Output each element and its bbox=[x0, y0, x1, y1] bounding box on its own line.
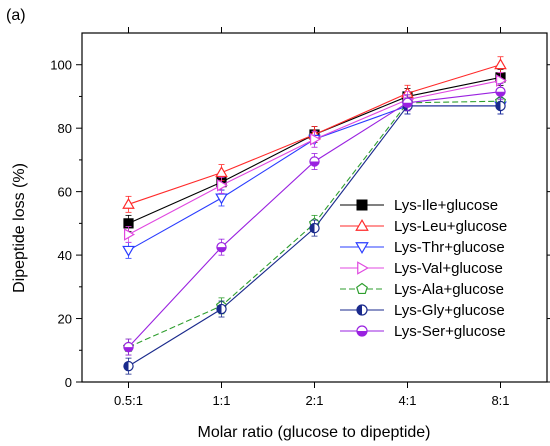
marker bbox=[356, 325, 368, 337]
legend-item: Lys-Ala+glucose bbox=[340, 281, 504, 298]
marker bbox=[495, 86, 506, 97]
circle-marker-fill bbox=[357, 331, 367, 336]
circle-marker-fill bbox=[123, 361, 129, 371]
marker bbox=[309, 222, 320, 234]
marker bbox=[495, 74, 507, 87]
triangle-up-marker bbox=[122, 197, 135, 209]
circle-marker-fill bbox=[402, 102, 413, 108]
legend-item: Lys-Val+glucose bbox=[340, 260, 503, 277]
legend-label: Lys-Gly+glucose bbox=[394, 302, 505, 319]
y-tick-label: 100 bbox=[50, 58, 72, 73]
marker bbox=[216, 303, 227, 315]
marker bbox=[355, 219, 369, 231]
legend-item: Lys-Leu+glucose bbox=[340, 218, 507, 235]
triangle-right-marker bbox=[357, 261, 369, 275]
triangle-right-marker bbox=[309, 132, 321, 146]
marker bbox=[216, 178, 228, 192]
triangle-down-marker bbox=[215, 193, 228, 205]
triangle-right-marker bbox=[216, 178, 228, 192]
x-axis-title: Molar ratio (glucose to dipeptide) bbox=[197, 424, 430, 441]
legend-label: Lys-Thr+glucose bbox=[394, 239, 505, 256]
legend-label: Lys-Ser+glucose bbox=[394, 323, 506, 340]
marker bbox=[215, 193, 228, 205]
circle-marker-fill bbox=[309, 223, 315, 233]
marker bbox=[357, 261, 369, 275]
x-tick-label: 4:1 bbox=[398, 393, 416, 408]
pentagon-marker bbox=[356, 282, 368, 295]
circle-marker-fill bbox=[123, 347, 134, 352]
y-tick-label: 40 bbox=[58, 248, 72, 263]
circle-marker-fill bbox=[495, 91, 506, 97]
legend-label: Lys-Ile+glucose bbox=[394, 197, 498, 214]
marker bbox=[122, 245, 135, 257]
marker bbox=[216, 241, 227, 253]
circle-marker-fill bbox=[495, 101, 501, 111]
x-tick-label: 8:1 bbox=[491, 393, 509, 408]
marker bbox=[356, 282, 368, 295]
y-tick-label: 60 bbox=[58, 185, 72, 200]
triangle-right-marker bbox=[123, 228, 135, 241]
circle-marker-fill bbox=[309, 161, 320, 167]
marker bbox=[494, 58, 507, 70]
panel-label: (a) bbox=[6, 7, 26, 24]
triangle-down-marker bbox=[122, 245, 135, 257]
y-tick-label: 20 bbox=[58, 312, 72, 327]
legend-label: Lys-Val+glucose bbox=[394, 260, 503, 277]
legend-label: Lys-Ala+glucose bbox=[394, 281, 504, 298]
marker bbox=[356, 199, 368, 211]
legend-item: Lys-Gly+glucose bbox=[340, 302, 505, 319]
series-lys-ser-glucose bbox=[123, 83, 506, 356]
series-layer bbox=[122, 56, 507, 375]
marker bbox=[309, 156, 320, 167]
y-axis-title: Dipeptide loss (%) bbox=[11, 163, 28, 293]
legend-item: Lys-Thr+glucose bbox=[340, 239, 505, 256]
marker bbox=[355, 242, 369, 254]
triangle-up-marker bbox=[215, 166, 228, 178]
plot-area: 0.5:1 1:1 2:1 4:1 8:1 0 20 40 60 80 100 bbox=[50, 27, 550, 408]
triangle-right-marker bbox=[495, 74, 507, 87]
triangle-up-marker bbox=[355, 219, 369, 231]
circle-marker-fill bbox=[216, 247, 227, 252]
circle-marker-fill bbox=[357, 305, 362, 315]
triangle-up-marker bbox=[494, 58, 507, 70]
marker bbox=[122, 197, 135, 209]
square-marker bbox=[356, 199, 368, 211]
legend-label: Lys-Leu+glucose bbox=[394, 218, 507, 235]
marker bbox=[309, 132, 321, 146]
legend-item: Lys-Ser+glucose bbox=[340, 323, 506, 340]
marker bbox=[123, 341, 134, 353]
triangle-down-marker bbox=[355, 242, 369, 254]
marker bbox=[356, 304, 368, 316]
marker bbox=[495, 100, 506, 112]
circle-marker-fill bbox=[216, 304, 222, 314]
x-tick-label: 1:1 bbox=[212, 393, 230, 408]
y-tick-label: 0 bbox=[65, 375, 72, 390]
y-tick-label: 80 bbox=[58, 121, 72, 136]
marker bbox=[123, 360, 134, 372]
legend-item: Lys-Ile+glucose bbox=[340, 197, 498, 214]
x-tick-label: 0.5:1 bbox=[114, 393, 143, 408]
marker bbox=[215, 166, 228, 178]
x-tick-label: 2:1 bbox=[305, 393, 323, 408]
marker bbox=[402, 97, 413, 109]
legend: Lys-Ile+glucose Lys-Leu+glucose Lys-Thr+gl… bbox=[340, 197, 507, 340]
marker bbox=[123, 228, 135, 241]
